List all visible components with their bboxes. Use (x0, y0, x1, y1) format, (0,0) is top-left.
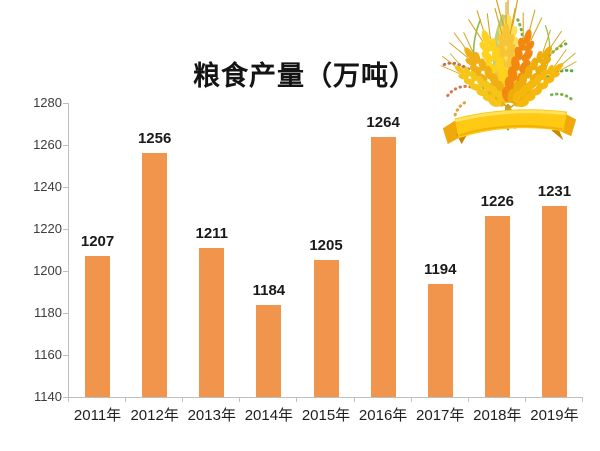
wheat-ribbon (442, 109, 577, 145)
y-axis-tick (63, 313, 68, 314)
y-axis-tick (63, 145, 68, 146)
plot-area: 1207 2011年 1256 2012年 1211 2013年 1184 2014年 1205… (68, 103, 583, 424)
y-tick-label: 1200 (33, 263, 62, 278)
y-axis-tick (63, 229, 68, 230)
x-category-label: 2013年 (187, 407, 236, 424)
bar-value-label: 1207 (80, 233, 115, 250)
x-axis-tick (353, 398, 355, 402)
bar-value-label: 1256 (137, 130, 172, 147)
bar (199, 248, 225, 397)
x-axis-tick (582, 398, 583, 402)
x-axis-tick (524, 398, 526, 402)
y-tick-label: 1160 (34, 347, 62, 362)
bar (427, 284, 453, 397)
x-category-label: 2014年 (244, 407, 294, 424)
y-tick-label: 1240 (33, 179, 62, 194)
y-axis-tick (63, 355, 68, 356)
y-tick-label: 1140 (34, 389, 62, 404)
bar (142, 153, 168, 397)
x-category-label: 2011年 (73, 407, 122, 424)
bar (256, 305, 282, 397)
y-tick-label: 1280 (33, 95, 62, 110)
x-axis-tick (239, 398, 241, 402)
x-category-label: 2012年 (130, 407, 179, 424)
bar-value-label: 1194 (423, 261, 457, 278)
bar-value-label: 1184 (252, 282, 286, 299)
x-axis-tick (467, 398, 469, 402)
x-axis-tick (296, 398, 298, 402)
bar (85, 256, 111, 397)
bar-value-label: 1226 (480, 193, 515, 210)
x-category-label: 2019年 (530, 407, 579, 424)
x-category-label: 2018年 (473, 407, 522, 424)
x-axis-tick (68, 398, 69, 402)
x-category-label: 2017年 (416, 407, 465, 424)
bar (484, 216, 510, 397)
y-tick-label: 1260 (33, 137, 62, 152)
bar (370, 137, 396, 397)
bar-value-label: 1231 (537, 183, 572, 200)
bar-value-label: 1264 (366, 114, 400, 131)
y-tick-label: 1180 (34, 305, 62, 320)
y-axis-tick (63, 397, 68, 398)
bar (313, 260, 339, 397)
x-category-label: 2015年 (301, 407, 351, 424)
x-axis-tick (410, 398, 412, 402)
bar (541, 206, 567, 397)
bar-value-label: 1205 (309, 237, 343, 254)
wheat-illustration-icon (435, 0, 584, 145)
y-axis-tick (63, 271, 68, 272)
x-axis-tick (125, 398, 127, 402)
y-axis-tick (63, 103, 68, 104)
bar-value-label: 1211 (195, 225, 229, 242)
chart-title: 粮食产量（万吨） (193, 61, 417, 91)
x-axis-tick (182, 398, 184, 402)
x-category-label: 2016年 (358, 407, 408, 424)
y-axis-tick (63, 187, 68, 188)
y-tick-label: 1220 (33, 221, 62, 236)
